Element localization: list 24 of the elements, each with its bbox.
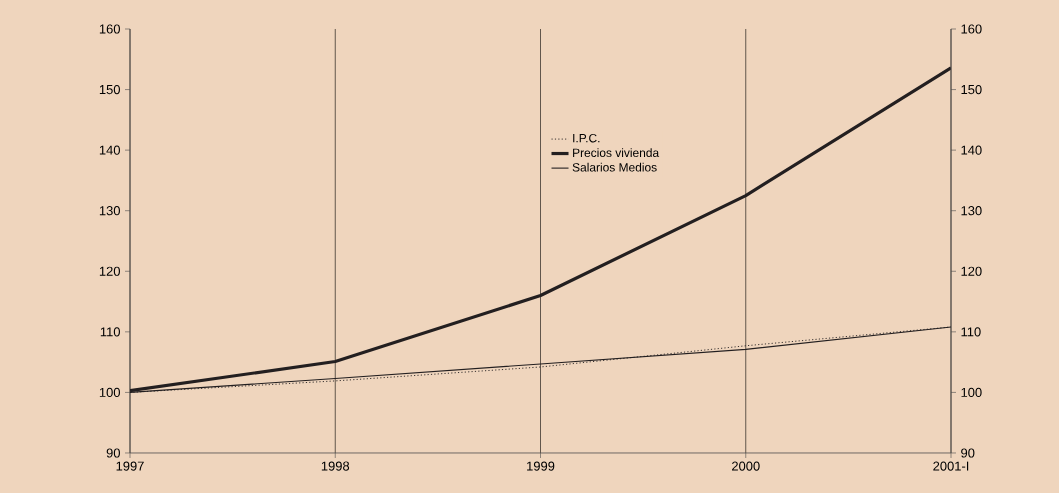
x-tick-label: 1999 bbox=[527, 461, 555, 471]
y-tick-label: 100 bbox=[99, 387, 120, 397]
y2-tick-label: 110 bbox=[961, 327, 981, 337]
legend-label: Salarios Medios bbox=[572, 162, 657, 172]
y-tick-label: 130 bbox=[99, 206, 120, 216]
y2-tick-label: 90 bbox=[961, 448, 975, 458]
x-tick-label: 1997 bbox=[116, 461, 144, 471]
y2-tick-label: 100 bbox=[961, 387, 982, 397]
y-tick-label: 150 bbox=[99, 84, 120, 95]
y2-tick-label: 160 bbox=[961, 24, 982, 34]
legend-label: Precios vivienda bbox=[573, 148, 660, 157]
x-tick-label: 1998 bbox=[321, 461, 350, 471]
y-tick-label: 140 bbox=[99, 145, 120, 155]
x-tick-label: 2001-I bbox=[933, 461, 969, 471]
y2-tick-label: 150 bbox=[961, 84, 982, 95]
y-tick-label: 160 bbox=[99, 24, 120, 34]
y2-tick-label: 130 bbox=[961, 206, 982, 216]
y2-tick-label: 120 bbox=[961, 266, 982, 276]
x-tick-label: 2000 bbox=[732, 461, 760, 471]
legend-label: I.P.C. bbox=[573, 133, 600, 143]
y-tick-label: 120 bbox=[99, 266, 120, 276]
y-tick-label: 90 bbox=[106, 448, 120, 458]
y2-tick-label: 140 bbox=[961, 145, 982, 155]
y-tick-label: 110 bbox=[100, 327, 120, 337]
